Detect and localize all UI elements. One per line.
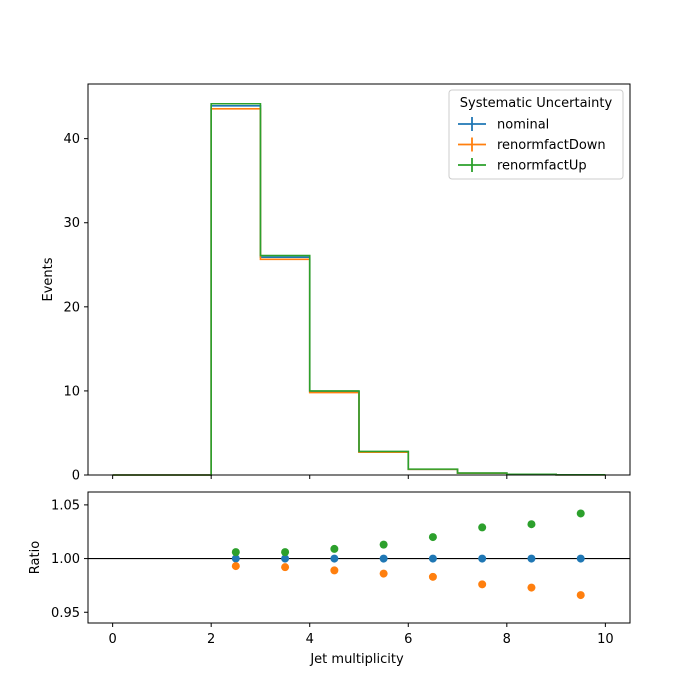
ratio-point-nominal bbox=[330, 554, 339, 563]
ratio-point-renormfactUp bbox=[231, 548, 240, 557]
legend-entry-renormfactDown: renormfactDown bbox=[458, 137, 606, 153]
ratio-y-tick-label: 1.05 bbox=[51, 498, 80, 513]
x-axis-label: Jet multiplicity bbox=[309, 652, 404, 667]
ratio-point-nominal bbox=[428, 554, 437, 563]
main-y-tick-label: 30 bbox=[63, 216, 80, 231]
ratio-y-tick-label: 0.95 bbox=[51, 606, 80, 621]
main-panel: 0 10 20 30 40 Events Systematic Uncertainty … bbox=[41, 83, 631, 484]
ratio-x-ticks: 0 2 4 6 8 10 bbox=[108, 623, 614, 647]
legend-label: nominal bbox=[497, 118, 549, 133]
legend-entry-renormfactUp: renormfactUp bbox=[458, 158, 587, 174]
ratio-y-ticks: 0.95 1.00 1.05 bbox=[51, 498, 88, 621]
legend-entries: nominal renormfactDown renormfactUp bbox=[458, 117, 606, 174]
main-series-group bbox=[112, 102, 606, 476]
ratio-point-renormfactUp bbox=[478, 523, 487, 532]
ratio-point-nominal bbox=[576, 554, 585, 563]
ratio-point-nominal bbox=[281, 554, 290, 563]
ratio-point-renormfactDown bbox=[576, 591, 585, 600]
ratio-point-renormfactDown bbox=[428, 572, 437, 581]
series-line-renormfactUp bbox=[112, 102, 606, 476]
main-y-tick-label: 40 bbox=[63, 132, 80, 147]
main-y-tick-label: 0 bbox=[72, 469, 80, 484]
legend-label: renormfactUp bbox=[497, 159, 587, 174]
ratio-point-renormfactUp bbox=[576, 509, 585, 518]
ratio-point-nominal bbox=[527, 554, 536, 563]
ratio-point-renormfactUp bbox=[527, 520, 536, 529]
ratio-point-renormfactDown bbox=[379, 569, 388, 578]
ratio-y-axis-label: Ratio bbox=[28, 541, 43, 574]
ratio-plot-border bbox=[87, 491, 631, 624]
legend: Systematic Uncertainty nominal renormfact… bbox=[448, 89, 624, 180]
legend-label: renormfactDown bbox=[497, 138, 606, 153]
ratio-point-renormfactUp bbox=[428, 533, 437, 542]
x-tick-label: 0 bbox=[108, 632, 116, 647]
ratio-point-nominal bbox=[379, 554, 388, 563]
ratio-series-group bbox=[231, 509, 585, 600]
ratio-point-renormfactDown bbox=[330, 566, 339, 575]
ratio-y-tick-label: 1.00 bbox=[51, 552, 80, 567]
x-tick-label: 8 bbox=[503, 632, 511, 647]
ratio-panel: 0.95 1.00 1.05 0 2 4 6 8 10 Ratio Jet multiplic… bbox=[28, 491, 631, 667]
ratio-point-renormfactUp bbox=[330, 544, 339, 553]
main-y-ticks: 0 10 20 30 40 bbox=[63, 132, 88, 484]
x-tick-label: 4 bbox=[306, 632, 314, 647]
main-y-axis-label: Events bbox=[41, 257, 56, 301]
ratio-point-renormfactDown bbox=[527, 583, 536, 592]
ratio-point-renormfactUp bbox=[281, 548, 290, 557]
x-tick-label: 2 bbox=[207, 632, 215, 647]
ratio-point-renormfactDown bbox=[281, 563, 290, 572]
ratio-point-nominal bbox=[231, 554, 240, 563]
ratio-point-renormfactUp bbox=[379, 540, 388, 549]
ratio-point-renormfactDown bbox=[231, 562, 240, 571]
legend-entry-nominal: nominal bbox=[458, 117, 549, 133]
ratio-point-nominal bbox=[478, 554, 487, 563]
main-x-ticks bbox=[112, 475, 606, 479]
ratio-point-renormfactDown bbox=[478, 580, 487, 589]
main-plot-border bbox=[87, 83, 631, 476]
x-tick-label: 6 bbox=[404, 632, 412, 647]
ratio-plot-frame bbox=[88, 492, 630, 623]
main-y-tick-label: 10 bbox=[63, 384, 80, 399]
legend-box bbox=[448, 89, 624, 180]
main-y-tick-label: 20 bbox=[63, 300, 80, 315]
x-tick-label: 10 bbox=[597, 632, 614, 647]
legend-title: Systematic Uncertainty bbox=[460, 96, 613, 111]
